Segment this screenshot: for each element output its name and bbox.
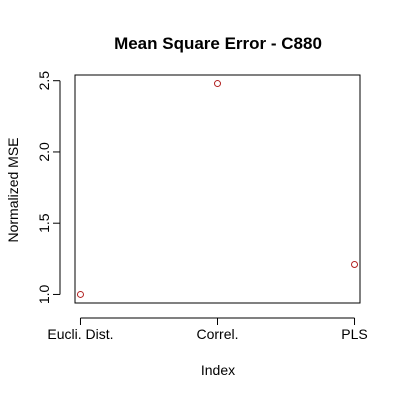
y-axis: 1.0 1.5 2.0 2.5	[36, 71, 61, 305]
y-tick-label: 1.5	[36, 213, 52, 233]
data-point	[351, 261, 359, 269]
data-point	[214, 80, 221, 88]
data-points	[76, 80, 359, 298]
y-axis-label: Normalized MSE	[5, 137, 21, 242]
x-tick-label: PLS	[341, 326, 367, 342]
y-tick-label: 1.0	[36, 285, 52, 305]
chart-title: Mean Square Error - C880	[114, 34, 322, 53]
y-tick-label: 2.0	[36, 142, 52, 162]
x-tick-label: Eucli. Dist.	[47, 326, 113, 342]
data-point	[76, 290, 84, 298]
y-tick-label: 2.5	[36, 71, 52, 91]
x-axis-label: Index	[201, 362, 235, 378]
plot-frame	[74, 74, 361, 304]
x-axis: Eucli. Dist. Correl. PLS	[47, 317, 368, 342]
x-tick-label: Correl.	[196, 326, 238, 342]
